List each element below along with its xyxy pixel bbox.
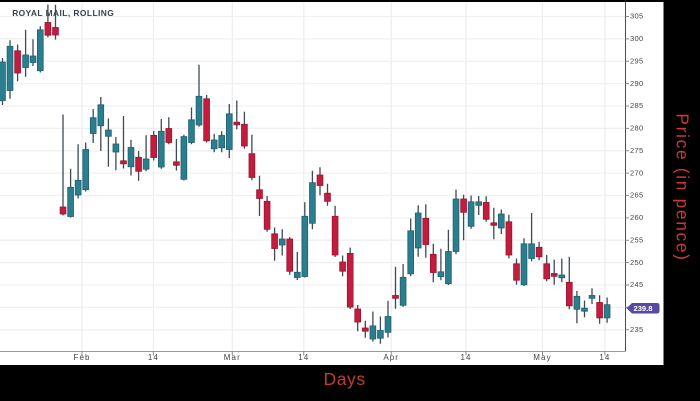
svg-text:14: 14 [460,353,471,362]
svg-text:290: 290 [630,79,644,88]
svg-text:Days: Days [323,369,365,389]
svg-text:239.8: 239.8 [633,304,652,313]
svg-text:ROYAL MAIL, ROLLING: ROYAL MAIL, ROLLING [12,8,114,18]
svg-text:Feb: Feb [73,353,90,362]
svg-text:Mar: Mar [224,353,241,362]
svg-text:300: 300 [630,34,644,43]
svg-text:250: 250 [630,258,644,267]
svg-text:235: 235 [630,325,644,334]
svg-text:14: 14 [298,353,309,362]
svg-text:May: May [533,353,551,362]
svg-text:14: 14 [599,353,610,362]
svg-text:Price (in pence): Price (in pence) [673,113,693,261]
svg-text:275: 275 [630,146,644,155]
svg-text:265: 265 [630,191,644,200]
svg-text:285: 285 [630,101,644,110]
svg-text:270: 270 [630,168,644,177]
svg-text:Apr: Apr [383,353,399,362]
svg-text:245: 245 [630,280,644,289]
svg-text:305: 305 [630,12,644,21]
svg-text:260: 260 [630,213,644,222]
svg-text:295: 295 [630,56,644,65]
svg-text:280: 280 [630,124,644,133]
svg-text:255: 255 [630,235,644,244]
svg-text:14: 14 [148,353,159,362]
